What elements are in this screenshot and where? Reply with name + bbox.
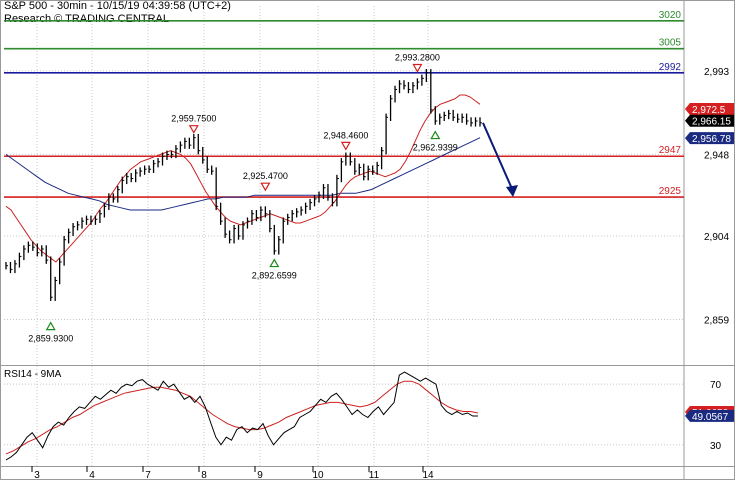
y-tick-label: 2,859 [704, 315, 729, 326]
rsi-tag-label: 49.0567 [692, 412, 729, 423]
x-tick-label: 7 [145, 470, 151, 480]
chart-source: Research © TRADING CENTRAL [4, 13, 169, 25]
price-tag-label: 2,972.5 [692, 105, 726, 116]
x-tick-label: 3 [34, 470, 40, 480]
swing-label: 2,962.9399 [413, 143, 458, 153]
x-tick-label: 14 [422, 470, 434, 480]
price-tag-label: 2,966.15 [692, 117, 731, 128]
price-tag [685, 102, 734, 115]
y-tick-label: 2,904 [704, 232, 729, 243]
rsi-line [5, 371, 478, 461]
price-tag [685, 114, 734, 127]
swing-low-marker [269, 258, 280, 268]
swing-low-marker [430, 130, 441, 140]
x-tick-label: 10 [312, 470, 324, 480]
price-tag [685, 132, 734, 145]
x-tick-label: 8 [201, 470, 207, 480]
forecast-arrow-head [506, 185, 518, 198]
level-label: 2947 [659, 145, 682, 156]
level-label: 3020 [659, 10, 682, 21]
swing-label: 2,892.6599 [252, 271, 297, 281]
swing-label: 2,948.4600 [323, 130, 368, 140]
rsi-tick-label: 30 [710, 441, 722, 452]
x-tick-label: 4 [89, 470, 95, 480]
rsi-ma-line [5, 380, 479, 455]
swing-high-marker [260, 182, 271, 192]
x-tick-label: 9 [257, 470, 263, 480]
level-label: 2992 [659, 62, 682, 73]
swing-high-marker [188, 125, 199, 134]
rsi-title: RSI14 - 9MA [4, 369, 62, 380]
level-label: 2925 [659, 186, 682, 197]
swing-high-marker [340, 141, 351, 151]
y-tick-label: 2,993 [704, 67, 729, 78]
x-tick-label: 11 [369, 470, 380, 480]
swing-label: 2,959.7500 [171, 114, 216, 124]
slow-ma-line [5, 137, 481, 211]
swing-high-marker [412, 63, 423, 73]
swing-label: 2,925.4700 [243, 171, 288, 181]
swing-low-marker [45, 321, 56, 331]
swing-label: 2,859.9300 [28, 334, 73, 344]
forecast-arrow [482, 122, 514, 192]
y-tick-label: 2,948 [704, 150, 729, 161]
chart-title: S&P 500 - 30min - 10/15/19 04:39:58 (UTC… [4, 0, 231, 12]
rsi-tick-label: 70 [710, 380, 722, 391]
level-label: 3005 [659, 38, 682, 49]
rsi-tag [685, 409, 734, 422]
swing-label: 2,993.2800 [395, 52, 440, 62]
price-tag-label: 2,956.78 [692, 134, 731, 145]
